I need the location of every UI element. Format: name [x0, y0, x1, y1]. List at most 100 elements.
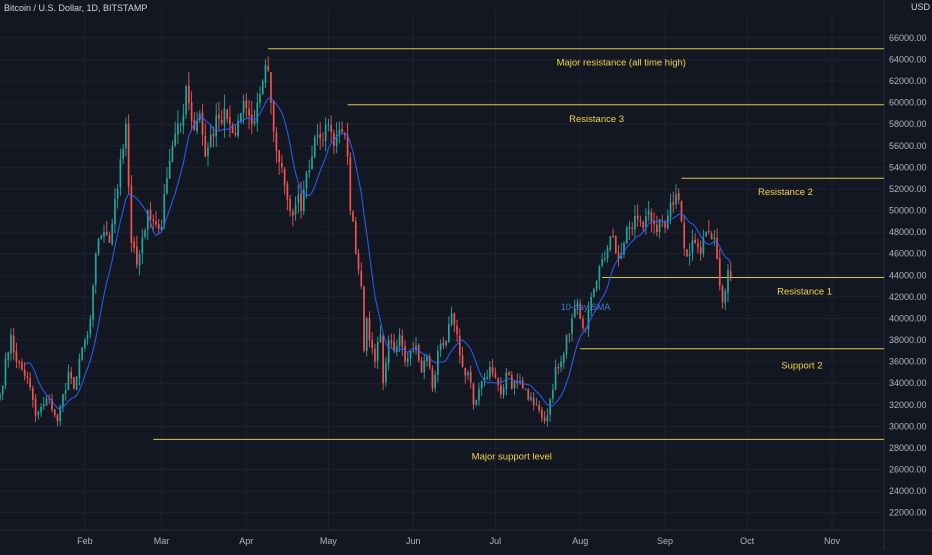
- candle-up: [505, 372, 508, 389]
- candle-down: [707, 231, 710, 233]
- candle-up: [434, 374, 437, 389]
- candle-up: [215, 115, 218, 137]
- candle-down: [543, 417, 546, 422]
- candle-down: [664, 221, 666, 228]
- candle-up: [385, 363, 387, 383]
- candle-up: [4, 358, 7, 386]
- candle-down: [322, 139, 324, 141]
- candle-up: [160, 226, 163, 230]
- candle-up: [182, 115, 185, 127]
- price-tick-label: 38000.00: [889, 335, 927, 345]
- candle-up: [163, 194, 166, 226]
- candle-down: [639, 219, 642, 222]
- candle-up: [209, 135, 212, 147]
- candle-up: [67, 372, 70, 390]
- candle-down: [442, 342, 445, 346]
- candle-up: [705, 231, 707, 237]
- candle-down: [653, 220, 655, 225]
- candle-down: [51, 399, 53, 410]
- candle-down: [642, 222, 645, 228]
- candle-down: [699, 247, 702, 254]
- price-tick-label: 36000.00: [889, 357, 927, 367]
- candle-up: [64, 390, 67, 394]
- candle-down: [275, 132, 278, 152]
- candle-down: [631, 227, 634, 229]
- candle-down: [532, 397, 535, 405]
- candle-down: [655, 224, 658, 233]
- candle-down: [431, 368, 434, 389]
- candle-down: [289, 198, 291, 212]
- candle-up: [75, 376, 78, 390]
- candle-up: [409, 350, 412, 359]
- candle-up: [119, 159, 122, 188]
- candle-up: [86, 334, 89, 339]
- price-tick-label: 64000.00: [889, 54, 927, 64]
- candle-down: [127, 123, 130, 187]
- candle-down: [412, 350, 415, 352]
- candle-down: [721, 286, 724, 303]
- candle-up: [480, 381, 483, 389]
- candle-down: [393, 342, 395, 351]
- candle-down: [694, 239, 697, 243]
- candle-up: [379, 334, 382, 343]
- candle-down: [614, 236, 617, 253]
- candle-up: [549, 399, 551, 415]
- candle-down: [354, 221, 357, 254]
- candle-down: [390, 340, 393, 343]
- candle-up: [81, 347, 83, 360]
- candle-up: [387, 340, 390, 364]
- candle-down: [105, 232, 108, 235]
- price-tick-label: 32000.00: [889, 400, 927, 410]
- candle-down: [212, 133, 215, 137]
- candle-down: [220, 120, 223, 124]
- candle-down: [579, 303, 582, 319]
- time-tick-label: Feb: [77, 536, 93, 546]
- candle-up: [92, 285, 94, 320]
- candle-down: [456, 325, 458, 335]
- candle-down: [70, 371, 73, 379]
- candle-up: [571, 318, 573, 334]
- candle-down: [453, 313, 456, 326]
- candle-up: [256, 102, 259, 123]
- candle-up: [237, 120, 239, 136]
- candle-up: [171, 145, 174, 163]
- candles: [0, 56, 732, 427]
- candle-up: [125, 124, 127, 149]
- candle-up: [598, 266, 601, 281]
- candle-up: [475, 400, 478, 405]
- level-label-resistance_ath: Major resistance (all time high): [557, 58, 686, 69]
- price-tick-label: 26000.00: [889, 465, 927, 475]
- candle-down: [281, 163, 283, 168]
- time-tick-label: Mar: [154, 536, 170, 546]
- candle-up: [239, 113, 242, 123]
- candle-up: [713, 237, 716, 240]
- candle-up: [483, 377, 486, 381]
- candle-down: [231, 125, 234, 134]
- candle-down: [73, 377, 75, 389]
- candle-down: [108, 235, 111, 243]
- price-tick-label: 62000.00: [889, 76, 927, 86]
- candle-down: [245, 100, 248, 109]
- level-label-resistance_2: Resistance 2: [758, 187, 813, 198]
- time-tick-label: Jun: [406, 536, 421, 546]
- candle-up: [554, 367, 557, 390]
- candle-up: [7, 352, 10, 360]
- candle-up: [724, 291, 727, 304]
- time-axis[interactable]: Feb Mar Apr May Jun Jul Aug Sep Oct Nov: [77, 536, 840, 546]
- candle-down: [357, 253, 360, 270]
- candle-down: [272, 101, 275, 132]
- candle-down: [612, 235, 614, 238]
- candle-down: [494, 372, 497, 378]
- candle-up: [42, 404, 45, 407]
- candle-down: [18, 361, 21, 363]
- candle-down: [319, 133, 322, 139]
- price-axis[interactable]: 22000.00 24000.00 26000.00 28000.00 30000.00…: [889, 33, 927, 518]
- candle-up: [560, 361, 562, 368]
- candle-up: [259, 94, 261, 103]
- price-tick-label: 58000.00: [889, 119, 927, 129]
- price-tick-label: 42000.00: [889, 292, 927, 302]
- sma-line: [24, 97, 732, 410]
- candle-up: [590, 296, 593, 311]
